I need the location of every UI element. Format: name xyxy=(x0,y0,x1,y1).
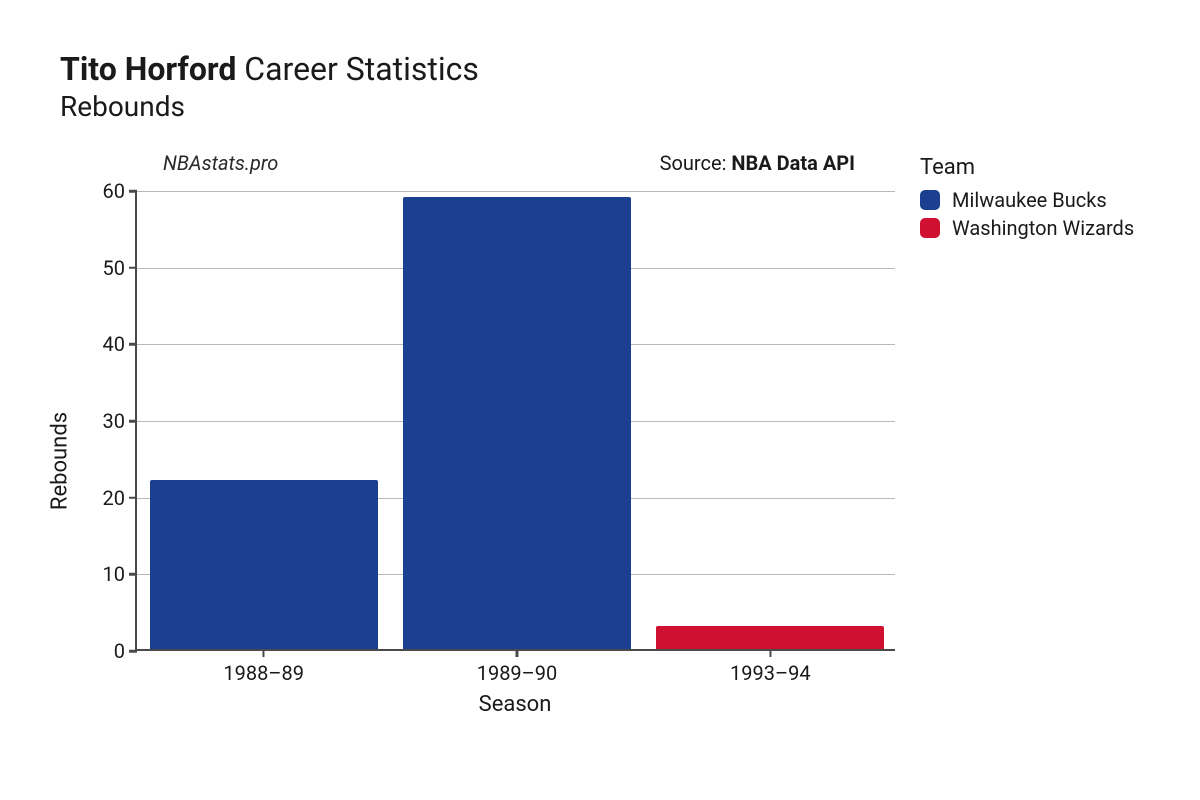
y-tick-label: 60 xyxy=(103,179,137,203)
y-tick-label: 30 xyxy=(103,409,137,433)
legend-item: Washington Wizards xyxy=(920,216,1134,240)
title-suffix: Career Statistics xyxy=(244,50,479,88)
legend-item: Milwaukee Bucks xyxy=(920,188,1134,212)
y-tick-label: 10 xyxy=(103,562,137,586)
chart-container: Tito Horford Career Statistics Rebounds … xyxy=(0,0,1200,800)
y-axis-label: Rebounds xyxy=(48,412,73,510)
x-tick-label: 1988–89 xyxy=(223,649,304,685)
y-tick-label: 40 xyxy=(103,332,137,356)
legend-swatch xyxy=(920,190,940,210)
y-tick-label: 20 xyxy=(103,486,137,510)
source-prefix: Source: xyxy=(660,151,732,175)
legend-label: Milwaukee Bucks xyxy=(952,188,1107,212)
bar xyxy=(656,626,884,649)
plot-wrap: Rebounds 01020304050601988–891989–901993… xyxy=(80,181,1180,741)
chart-title-line1: Tito Horford Career Statistics xyxy=(60,50,1140,88)
player-name: Tito Horford xyxy=(60,50,236,88)
site-watermark: NBAstats.pro xyxy=(163,151,278,175)
y-tick-label: 0 xyxy=(114,639,137,663)
bar xyxy=(150,480,378,649)
legend-label: Washington Wizards xyxy=(952,216,1134,240)
x-tick-label: 1993–94 xyxy=(730,649,811,685)
bar xyxy=(403,197,631,649)
plot-area: 01020304050601988–891989–901993–94 xyxy=(135,191,895,651)
source-name: NBA Data API xyxy=(731,151,855,175)
y-tick-label: 50 xyxy=(103,256,137,280)
legend: Team Milwaukee Bucks Washington Wizards xyxy=(920,155,1134,244)
chart-title-line2: Rebounds xyxy=(60,90,1140,123)
x-axis-label: Season xyxy=(479,692,552,717)
legend-title: Team xyxy=(920,155,1134,180)
x-tick-label: 1989–90 xyxy=(477,649,558,685)
gridline xyxy=(137,191,895,192)
annotation-row: NBAstats.pro Source: NBA Data API xyxy=(115,151,875,179)
legend-swatch xyxy=(920,218,940,238)
source-attribution: Source: NBA Data API xyxy=(660,151,855,175)
